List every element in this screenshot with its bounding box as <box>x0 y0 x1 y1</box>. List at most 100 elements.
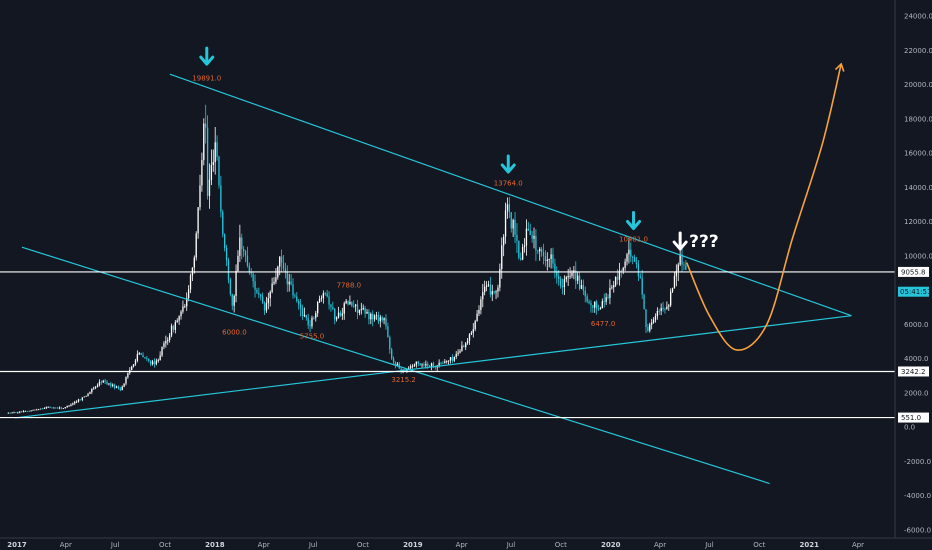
candle-body <box>254 281 256 290</box>
candle-body <box>7 412 9 414</box>
candle-body <box>218 156 220 186</box>
candle-body <box>197 207 199 234</box>
candle-body <box>60 407 63 409</box>
candle-body <box>210 165 213 180</box>
candle-body <box>38 409 40 411</box>
candle-body <box>578 275 581 289</box>
candle-body <box>651 322 653 325</box>
candle-body <box>30 410 32 412</box>
projection-curve <box>685 62 845 351</box>
down-arrow-icon <box>500 154 516 174</box>
candle-body <box>396 363 399 366</box>
projection-path[interactable] <box>685 63 842 351</box>
candle-body <box>379 317 381 322</box>
candle-body <box>529 230 531 236</box>
candle-body <box>24 411 27 412</box>
candle-body <box>263 302 266 311</box>
candle-body <box>504 210 507 237</box>
candle-body <box>377 315 380 322</box>
candle-body <box>364 308 366 314</box>
candle-body <box>102 380 104 383</box>
candle-body <box>205 123 207 128</box>
candle-body <box>318 298 321 303</box>
candle-body <box>11 412 13 414</box>
candle-body <box>389 337 391 350</box>
candle-body <box>229 279 232 295</box>
candle-body <box>176 320 178 323</box>
candle-body <box>520 257 522 260</box>
time-tick-label: Apr <box>654 541 666 549</box>
price-annotation-label: 19891.0 <box>192 74 221 82</box>
candle-body <box>565 277 567 280</box>
candle-body <box>603 301 605 303</box>
candle-body <box>138 353 140 355</box>
candle-body <box>482 292 484 300</box>
candle-body <box>427 363 429 366</box>
candle-body <box>595 301 598 309</box>
candle-body <box>563 279 566 288</box>
candle-body <box>15 412 17 414</box>
candle-body <box>558 276 560 279</box>
candle-body <box>170 325 173 336</box>
candle-body <box>113 384 116 388</box>
candle-body <box>282 262 285 269</box>
candle-body <box>428 365 431 367</box>
candle-body <box>19 411 21 413</box>
trendline[interactable] <box>169 73 852 317</box>
candle-body <box>47 407 49 408</box>
trendline[interactable] <box>14 315 852 419</box>
candle-body <box>537 250 539 252</box>
price-tick-label: 22000.0 <box>904 47 932 55</box>
candle-body <box>292 284 294 296</box>
candle-body <box>539 248 541 252</box>
candle-body <box>51 407 53 409</box>
candle-body <box>57 407 59 409</box>
candle-body <box>87 393 89 396</box>
countdown-badge-label: 05:41:51 <box>900 288 931 296</box>
candle-body <box>607 297 609 299</box>
time-tick-label: Oct <box>159 541 171 549</box>
candle-body <box>400 368 402 372</box>
candle-body <box>115 386 118 388</box>
candle-body <box>518 240 520 258</box>
candle-body <box>187 289 190 299</box>
candle-body <box>491 291 493 295</box>
candle-body <box>220 185 222 212</box>
candle-body <box>588 301 590 304</box>
candle-body <box>267 298 269 304</box>
candle-body <box>421 364 423 366</box>
candle-body <box>613 285 615 288</box>
level-badge-label: 9055.8 <box>901 268 926 276</box>
candle-body <box>466 340 469 344</box>
candle-body <box>110 383 112 386</box>
candle-body <box>508 204 511 213</box>
candle-body <box>626 254 628 262</box>
candle-body <box>322 293 325 299</box>
trendline[interactable] <box>21 246 770 485</box>
time-axis[interactable]: 2017 Apr Jul Oct 2018 Apr Jul Oct 2019 Apr Jul Oct 2… <box>7 541 864 549</box>
time-tick-label: Apr <box>258 541 270 549</box>
candle-body <box>540 248 543 252</box>
price-tick-label: 10000.0 <box>904 252 932 260</box>
candle-body <box>542 251 545 257</box>
candle-body <box>387 326 389 338</box>
candle-body <box>70 404 72 406</box>
candle-body <box>186 298 188 307</box>
candle-body <box>597 308 600 310</box>
candle-body <box>182 306 184 312</box>
candle-body <box>216 142 218 157</box>
candle-body <box>641 277 643 295</box>
candle-body <box>144 357 146 359</box>
candle-body <box>453 356 455 361</box>
candle-body <box>474 321 476 330</box>
candle-body <box>409 366 412 368</box>
candle-body <box>79 399 82 401</box>
candle-body <box>127 373 129 378</box>
candle-body <box>430 363 433 367</box>
candle-body <box>244 251 247 256</box>
candle-body <box>98 381 101 386</box>
candle-body <box>22 411 25 413</box>
candle-body <box>499 268 501 288</box>
candle-body <box>614 276 617 286</box>
